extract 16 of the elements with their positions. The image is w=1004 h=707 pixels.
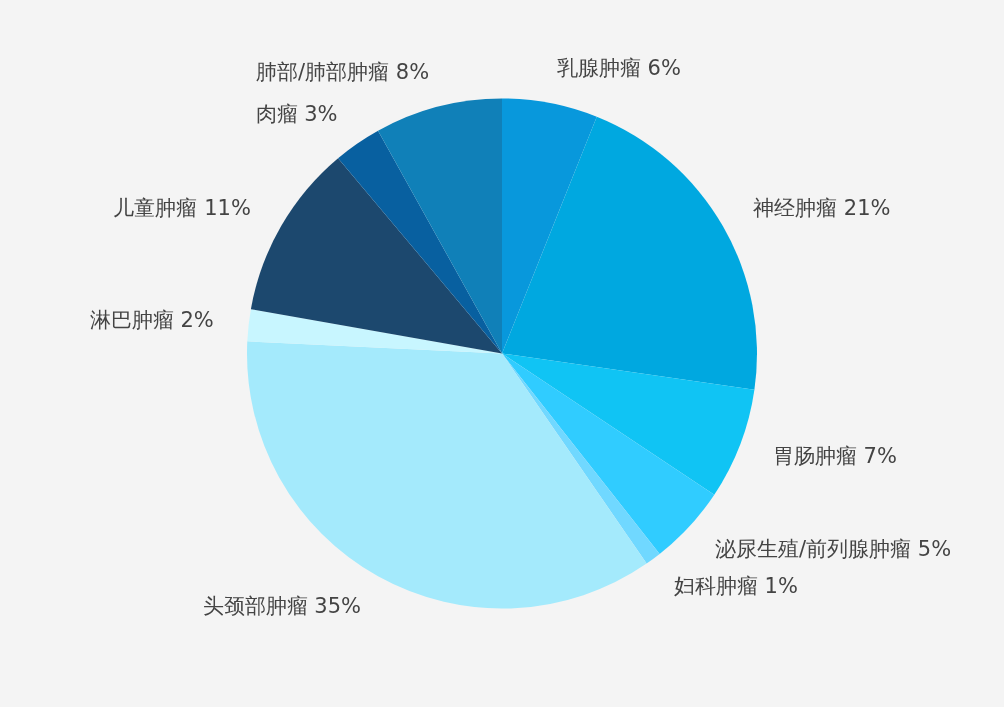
pie-slice xyxy=(338,130,502,354)
slice-label: 头颈部肿瘤 35% xyxy=(202,593,361,618)
slice-label: 肉瘤 3% xyxy=(255,101,338,126)
pie-slice xyxy=(502,353,715,554)
pie-slice xyxy=(250,158,502,354)
pie-slice xyxy=(378,98,502,354)
slice-label: 乳腺肿瘤 6% xyxy=(556,55,681,80)
slice-label: 神经肿瘤 21% xyxy=(753,195,891,220)
slice-label: 淋巴肿瘤 2% xyxy=(89,308,214,333)
pie-slice xyxy=(502,353,755,495)
pie-slice xyxy=(502,98,597,354)
slice-label: 胃肠肿瘤 7% xyxy=(772,444,897,468)
slice-label: 泌尿生殖/前列腺肿瘤 5% xyxy=(715,537,952,562)
slice-label: 肺部/肺部肿瘤 8% xyxy=(256,59,430,84)
slice-label: 妇科肿瘤 1% xyxy=(673,574,798,599)
slice-label: 儿童肿瘤 11% xyxy=(113,195,251,220)
